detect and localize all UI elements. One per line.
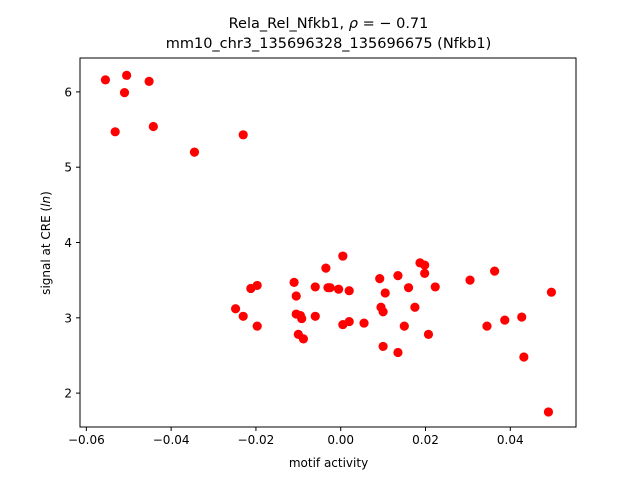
data-point <box>393 347 403 358</box>
data-point <box>252 321 262 331</box>
x-tick-label: −0.04 <box>153 433 190 447</box>
data-point <box>310 282 320 292</box>
data-point <box>359 318 369 328</box>
chart-title-rho-value: = − 0.71 <box>358 16 428 32</box>
data-point <box>378 307 388 317</box>
y-axis-label-prefix: signal at CRE ( <box>39 207 53 295</box>
data-point <box>291 291 301 301</box>
y-tick-label: 3 <box>64 311 72 325</box>
x-axis-label: motif activity <box>289 456 368 470</box>
data-point <box>543 407 554 417</box>
data-point <box>423 329 434 339</box>
data-point <box>380 288 390 298</box>
data-point <box>378 341 388 352</box>
data-point <box>430 282 440 292</box>
data-point <box>393 271 403 281</box>
data-point <box>420 268 430 278</box>
x-tick-label: −0.06 <box>68 433 105 447</box>
chart-title-rho: ρ <box>349 16 359 32</box>
y-tick-label: 5 <box>64 161 72 175</box>
data-point <box>289 277 299 288</box>
data-point <box>310 311 320 321</box>
y-tick-label: 6 <box>64 85 72 99</box>
chart-title-line1: Rela_Rel_Nfkb1, ρ = − 0.71 <box>229 16 429 32</box>
data-point <box>338 251 348 261</box>
data-point <box>403 283 414 293</box>
data-point <box>297 313 307 324</box>
y-tick-label: 2 <box>64 387 72 401</box>
data-point <box>100 75 111 85</box>
data-point <box>344 316 354 327</box>
data-point <box>344 286 354 296</box>
plot-area: −0.06 −0.04 −0.02 0.00 0.02 0.04 2 3 4 5 6 <box>64 57 577 447</box>
data-point <box>420 260 430 270</box>
data-point <box>375 274 385 284</box>
data-point <box>546 287 557 297</box>
data-point <box>119 88 130 98</box>
data-point <box>482 321 492 331</box>
data-point <box>148 121 158 132</box>
data-point <box>490 266 500 276</box>
data-point <box>144 76 154 86</box>
y-axis-label-suffix: ) <box>39 191 53 196</box>
x-tick-label: 0.04 <box>497 433 524 447</box>
data-point <box>230 304 241 314</box>
data-point <box>252 280 262 291</box>
y-axis-label-italic: ln <box>39 196 53 207</box>
data-point <box>110 127 120 137</box>
data-point <box>238 130 248 140</box>
data-point <box>500 315 510 325</box>
data-point <box>238 311 248 321</box>
data-point <box>410 302 420 312</box>
data-point <box>517 312 527 322</box>
x-tick-label: 0.02 <box>412 433 439 447</box>
chart-title-line2: mm10_chr3_135696328_135696675 (Nfkb1) <box>166 36 492 52</box>
y-tick-label: 4 <box>64 236 72 250</box>
chart-title-gene: Rela_Rel_Nfkb1, <box>229 16 349 32</box>
data-point <box>321 263 331 273</box>
x-tick-label: 0.00 <box>327 433 354 447</box>
data-point <box>519 352 529 362</box>
y-axis-label: signal at CRE (ln) <box>39 191 53 295</box>
x-tick-label: −0.02 <box>238 433 275 447</box>
data-point <box>298 334 309 344</box>
data-point <box>399 321 409 331</box>
data-point <box>334 284 344 294</box>
data-point <box>325 283 335 293</box>
data-point <box>465 275 475 285</box>
data-point <box>122 70 132 80</box>
data-point <box>189 147 200 157</box>
